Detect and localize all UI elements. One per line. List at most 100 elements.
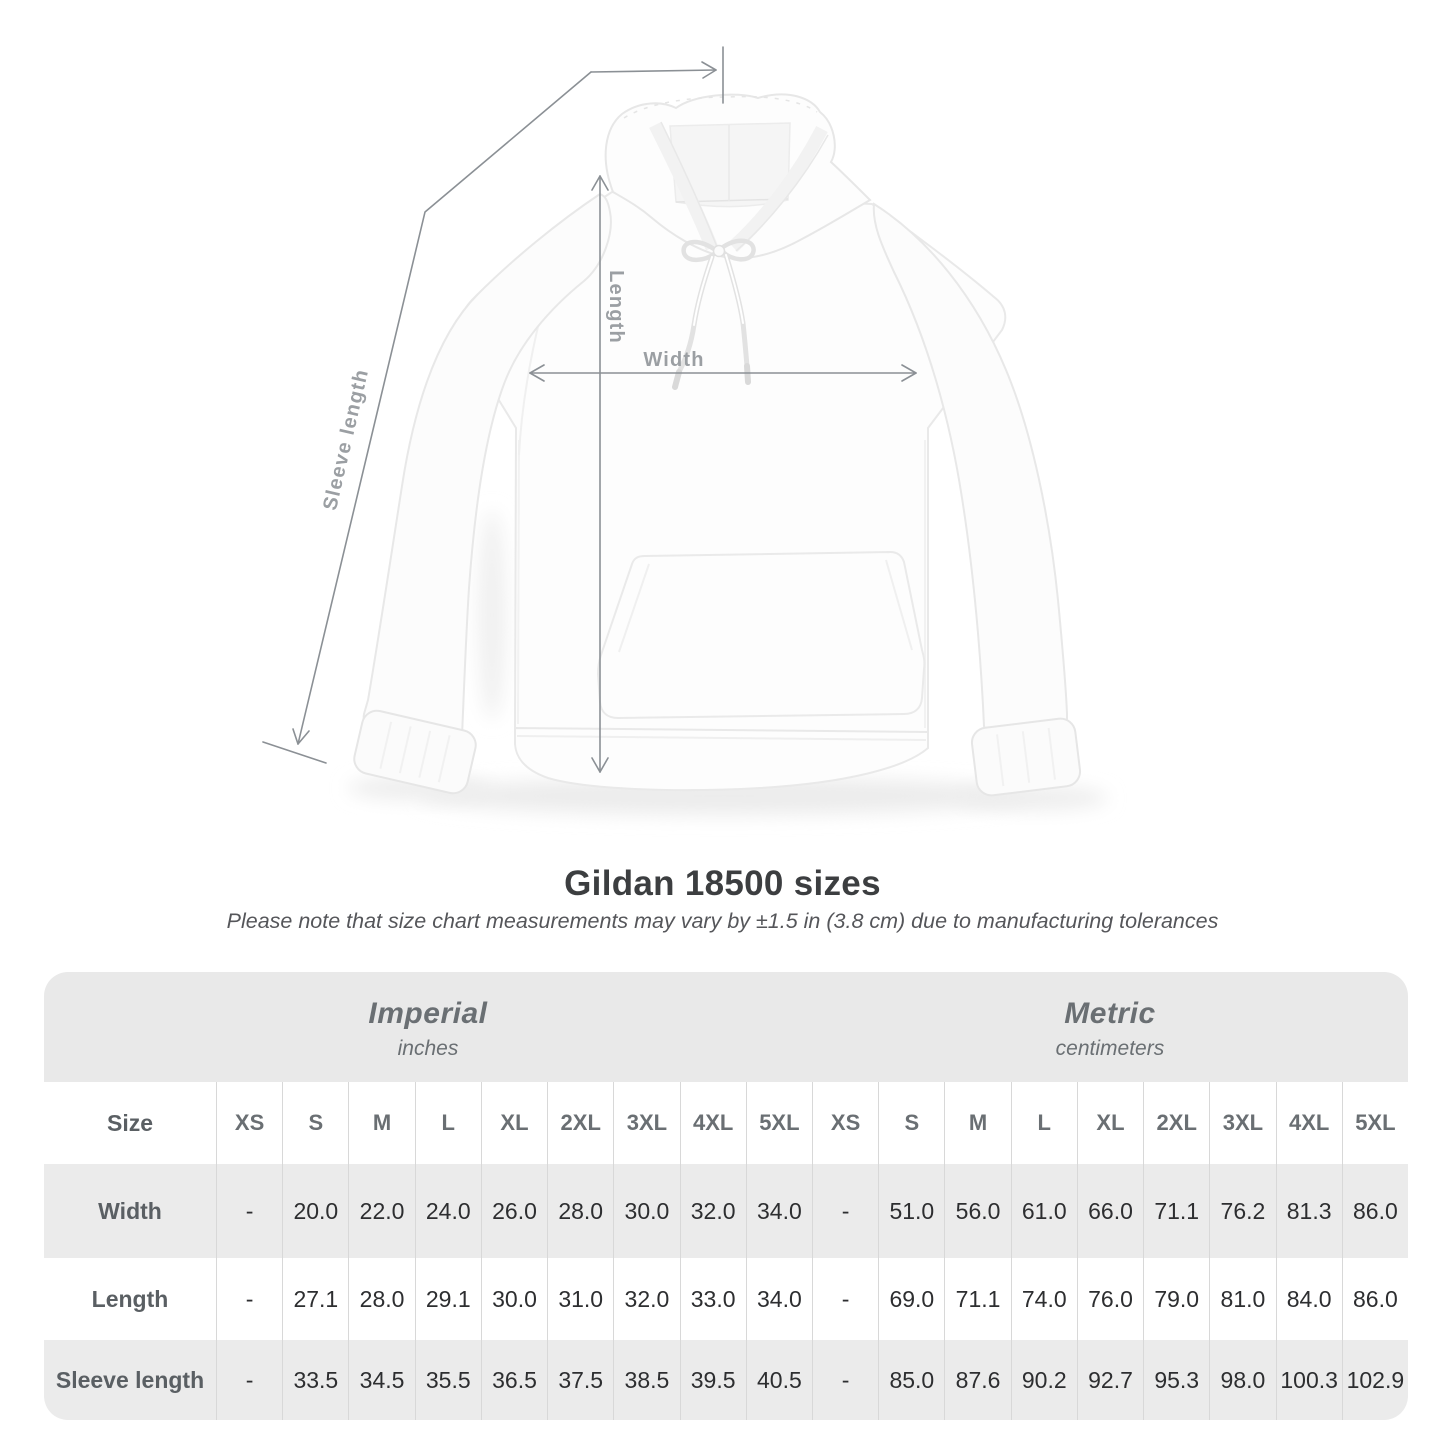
right-cuff (970, 717, 1082, 797)
left-sleeve (353, 192, 612, 795)
imperial-unit: inches (397, 1037, 459, 1060)
value-imperial: 36.5 (480, 1340, 548, 1420)
value-metric: 71.1 (1143, 1164, 1210, 1258)
value-metric: - (811, 1258, 878, 1340)
value-metric: - (811, 1340, 879, 1420)
size-header-imperial: 2XL (547, 1082, 613, 1164)
width-label: Width (643, 349, 704, 371)
value-imperial: 27.1 (282, 1258, 348, 1340)
value-metric: 69.0 (878, 1258, 944, 1340)
value-imperial: 34.5 (348, 1340, 415, 1420)
drawstring (672, 238, 756, 390)
imperial-section-header: Imperial inches (44, 972, 812, 1082)
value-metric: 56.0 (944, 1164, 1011, 1258)
hoodie-measurement-diagram: Width Length Sleeve length (262, 46, 1108, 815)
value-metric: 87.6 (944, 1340, 1011, 1420)
value-imperial: 26.0 (480, 1164, 548, 1258)
value-metric: 76.0 (1076, 1258, 1143, 1340)
size-column-header: Size (106, 1109, 154, 1136)
size-header-imperial: L (414, 1082, 481, 1164)
value-imperial: 33.0 (679, 1258, 746, 1340)
kangaroo-pocket (596, 550, 926, 720)
value-metric: 92.7 (1076, 1340, 1144, 1420)
page-title: Gildan 18500 sizes (564, 864, 881, 903)
value-metric: 79.0 (1143, 1258, 1209, 1340)
tolerance-note: Please note that size chart measurements… (226, 909, 1219, 933)
length-label: Length (605, 270, 627, 344)
imperial-title: Imperial (368, 997, 488, 1030)
value-imperial: 34.0 (745, 1258, 812, 1340)
size-header-imperial: XL (480, 1082, 547, 1164)
size-header-metric: XS (811, 1082, 878, 1164)
sleeve-arrow-down (292, 728, 310, 745)
size-table: Imperial inches Metric centimeters Size X… (44, 972, 1408, 1420)
value-metric: 74.0 (1010, 1258, 1077, 1340)
size-header-imperial: M (348, 1082, 414, 1164)
sleeve-length-line (297, 71, 592, 745)
value-imperial: 30.0 (613, 1164, 680, 1258)
value-metric: 95.3 (1143, 1340, 1210, 1420)
row-label: Width (44, 1164, 216, 1258)
size-grid: Size XS S M L XL 2XL 3XL 4XL 5XL XS S M L XL 2XL 3XL 4XL 5… (44, 1082, 1408, 1420)
size-header-imperial: S (282, 1082, 348, 1164)
size-header-imperial: 5XL (745, 1082, 812, 1164)
hood (604, 93, 872, 260)
metric-title: Metric (1064, 997, 1156, 1030)
value-imperial: 22.0 (348, 1164, 415, 1258)
value-metric: 86.0 (1341, 1258, 1408, 1340)
value-imperial: 31.0 (547, 1258, 613, 1340)
value-imperial: 38.5 (613, 1340, 680, 1420)
value-metric: 90.2 (1010, 1340, 1077, 1420)
row-label: Length (91, 1285, 169, 1312)
value-imperial: 32.0 (679, 1164, 746, 1258)
metric-section-header: Metric centimeters (812, 972, 1408, 1082)
table-header-band: Imperial inches Metric centimeters (44, 972, 1408, 1082)
value-metric: 66.0 (1076, 1164, 1144, 1258)
value-imperial: 30.0 (480, 1258, 547, 1340)
size-header-metric: 4XL (1275, 1082, 1342, 1164)
value-imperial: 37.5 (547, 1340, 614, 1420)
value-metric: 84.0 (1275, 1258, 1342, 1340)
value-imperial: - (216, 1340, 283, 1420)
value-imperial: 29.1 (414, 1258, 481, 1340)
value-imperial: 34.0 (745, 1164, 812, 1258)
value-metric: 85.0 (878, 1340, 945, 1420)
shadow (348, 510, 1108, 815)
size-header-imperial: 3XL (613, 1082, 679, 1164)
size-header-metric: XL (1076, 1082, 1143, 1164)
value-imperial: 32.0 (613, 1258, 679, 1340)
size-header-imperial: 4XL (679, 1082, 746, 1164)
value-imperial: 33.5 (282, 1340, 349, 1420)
size-header-metric: 5XL (1341, 1082, 1408, 1164)
size-header-metric: S (878, 1082, 944, 1164)
size-header-imperial: XS (216, 1082, 282, 1164)
sleeve-length-label: Sleeve length (319, 367, 373, 513)
value-metric: 86.0 (1341, 1164, 1408, 1258)
measurement-lines (262, 46, 917, 773)
value-imperial: - (216, 1164, 283, 1258)
value-imperial: 20.0 (282, 1164, 349, 1258)
value-metric: 102.9 (1341, 1340, 1408, 1420)
value-metric: 61.0 (1010, 1164, 1077, 1258)
value-metric: 51.0 (878, 1164, 945, 1258)
value-metric: - (811, 1164, 879, 1258)
sleeve-cuff-tick (262, 741, 327, 764)
size-header-metric: 2XL (1143, 1082, 1209, 1164)
value-imperial: 28.0 (348, 1258, 414, 1340)
value-metric: 100.3 (1275, 1340, 1342, 1420)
size-header-metric: 3XL (1209, 1082, 1275, 1164)
value-imperial: 40.5 (745, 1340, 812, 1420)
value-metric: 71.1 (944, 1258, 1010, 1340)
value-metric: 98.0 (1209, 1340, 1276, 1420)
value-metric: 81.0 (1209, 1258, 1275, 1340)
value-metric: 81.3 (1275, 1164, 1342, 1258)
value-imperial: 28.0 (547, 1164, 614, 1258)
value-imperial: 35.5 (414, 1340, 481, 1420)
value-imperial: 24.0 (414, 1164, 481, 1258)
row-label: Sleeve length (44, 1340, 216, 1420)
sleeve-arrow-right (701, 61, 717, 79)
size-header-metric: L (1010, 1082, 1077, 1164)
value-imperial: - (216, 1258, 282, 1340)
value-imperial: 39.5 (679, 1340, 746, 1420)
